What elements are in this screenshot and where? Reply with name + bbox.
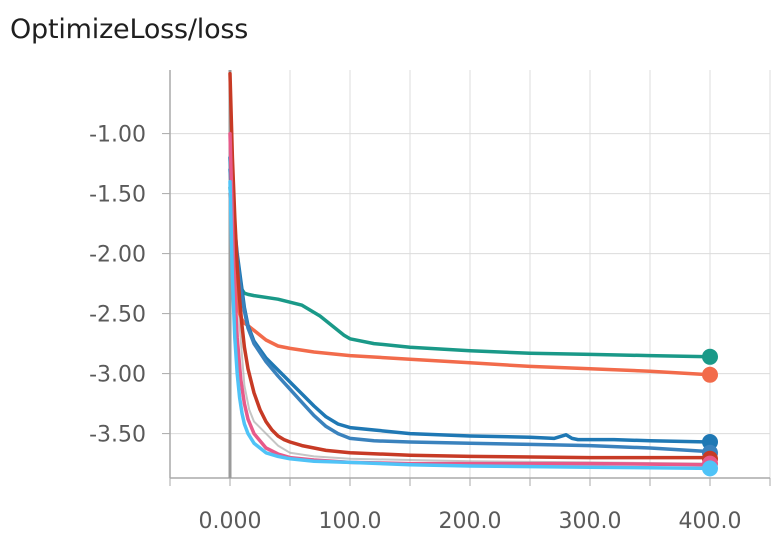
series-line bbox=[229, 96, 711, 465]
x-tick-label: 200.0 bbox=[439, 509, 502, 534]
y-tick-label: -1.50 bbox=[89, 183, 146, 208]
series-line bbox=[228, 131, 712, 467]
chart-title: OptimizeLoss/loss bbox=[10, 14, 249, 45]
x-tick-label: 300.0 bbox=[559, 509, 622, 534]
y-tick-label: -2.00 bbox=[89, 243, 146, 268]
y-tick-label: -1.00 bbox=[89, 123, 146, 148]
series-line bbox=[228, 167, 712, 454]
series bbox=[228, 71, 712, 471]
axes bbox=[162, 70, 771, 486]
grid bbox=[169, 70, 771, 478]
series-end-marker bbox=[702, 348, 718, 365]
series-end-marker bbox=[702, 460, 718, 477]
tick-labels: -1.00 -1.50 -2.00 -2.50 -3.00 -3.50 0.000 100.0… bbox=[89, 123, 741, 534]
series-line bbox=[228, 179, 712, 471]
x-tick-label: 400.0 bbox=[679, 509, 742, 534]
series-line bbox=[228, 71, 712, 460]
series-line bbox=[228, 191, 712, 377]
y-tick-label: -2.50 bbox=[89, 303, 146, 328]
x-tick-label: 0.000 bbox=[199, 509, 262, 534]
end-markers bbox=[702, 348, 718, 477]
y-tick-label: -3.00 bbox=[89, 363, 146, 388]
y-tick-label: -3.50 bbox=[89, 423, 146, 448]
series-end-marker bbox=[702, 366, 718, 383]
x-tick-label: 100.0 bbox=[319, 509, 382, 534]
